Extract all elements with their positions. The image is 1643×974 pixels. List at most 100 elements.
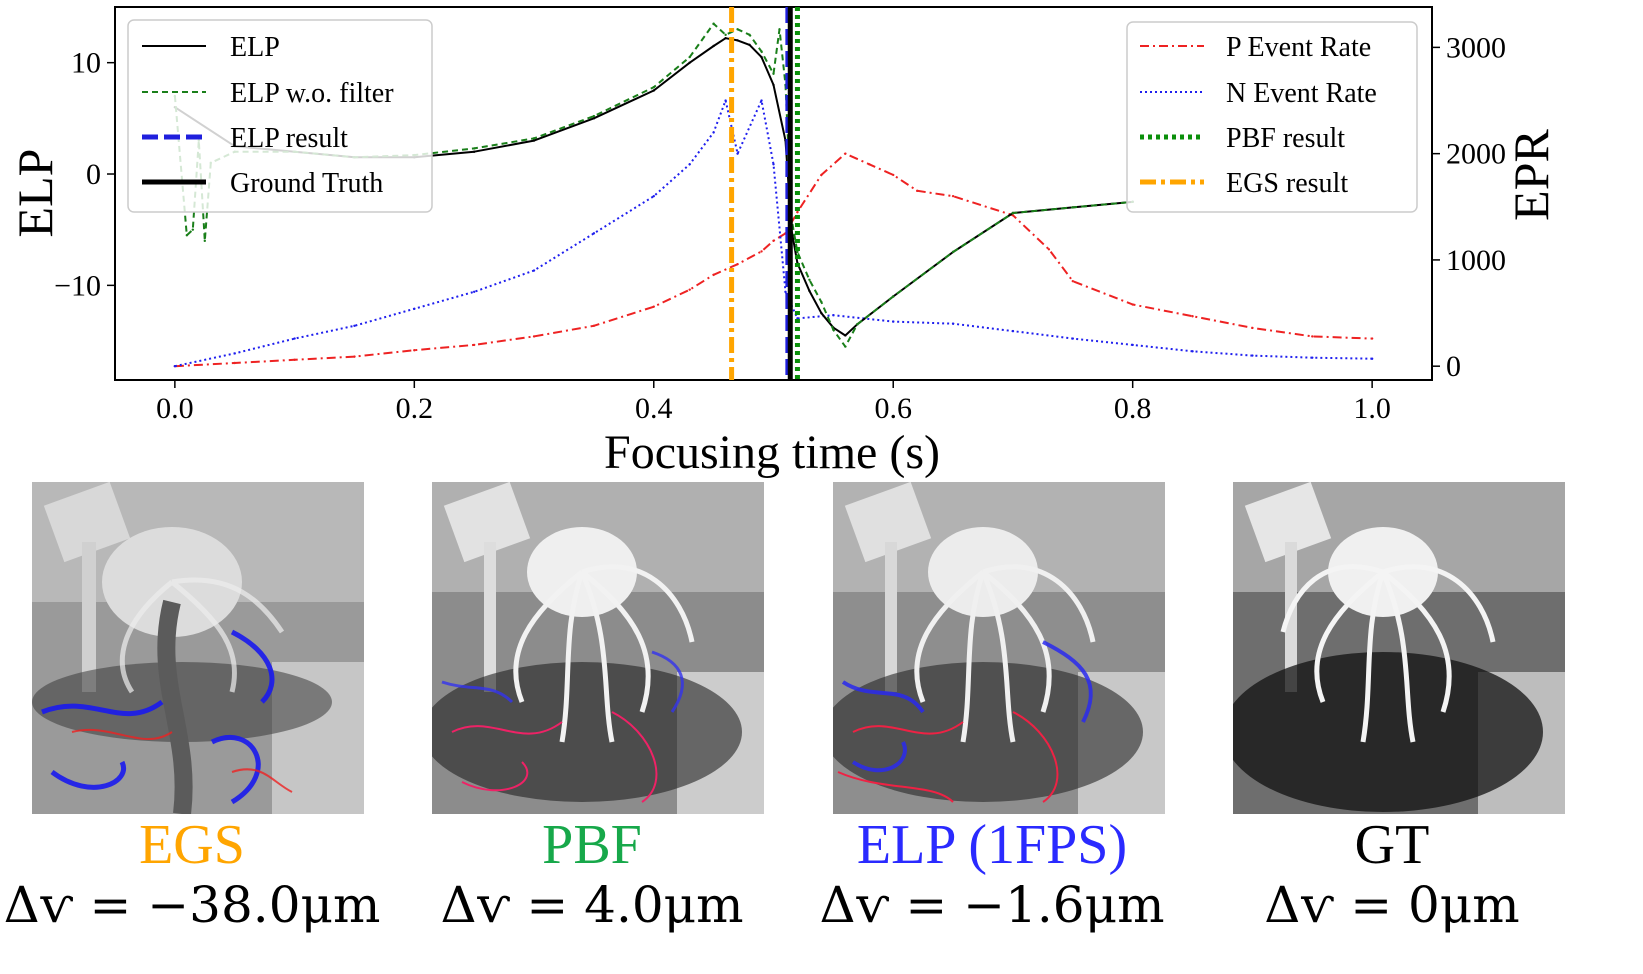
series-p-event-rate-point xyxy=(772,239,775,242)
series-elp-w-o-filter-point xyxy=(472,147,476,150)
series-elp-w-o-filter-point xyxy=(778,28,781,31)
series-p-event-rate-point xyxy=(796,210,799,214)
series-n-event-rate-point xyxy=(472,290,476,293)
series-elp-point xyxy=(592,117,596,120)
series-elp-w-o-filter-point xyxy=(760,50,763,53)
series-p-event-rate-point xyxy=(915,189,919,193)
series-n-event-rate-point xyxy=(796,317,799,320)
series-p-event-rate-point xyxy=(1311,335,1314,338)
series-elp-w-o-filter-point xyxy=(796,250,799,254)
legend-label-p-event-rate: P Event Rate xyxy=(1226,32,1371,63)
series-n-event-rate-point xyxy=(724,99,727,102)
y-left-tick-label: 10 xyxy=(71,47,101,80)
series-elp-point xyxy=(472,150,476,153)
legend-left: ELP ELP w.o. filter ELP result Ground Tr… xyxy=(127,19,433,213)
y-axis-left-label: ELP xyxy=(7,149,63,238)
series-p-event-rate-point xyxy=(844,152,847,155)
series-n-event-rate-point xyxy=(1011,329,1015,333)
series-p-event-rate-point xyxy=(532,335,536,338)
plot-frame xyxy=(114,6,1433,381)
series-elp-w-o-filter-point xyxy=(652,85,655,89)
series-n-event-rate-point xyxy=(1311,356,1314,359)
series-p-event-rate-point xyxy=(1071,279,1075,283)
series-elp-point xyxy=(772,83,775,87)
series-elp-point xyxy=(532,139,536,142)
series-elp-point xyxy=(748,43,751,47)
caption-delta-gt: Δѵ = 0μm xyxy=(1264,876,1520,934)
x-axis-label: Focusing time (s) xyxy=(604,426,940,479)
x-tick-label: 0.8 xyxy=(1114,392,1152,425)
legend-right-box xyxy=(1126,21,1418,213)
series-elp-w-o-filter-point xyxy=(1071,206,1075,209)
legend-label-egs-result: EGS result xyxy=(1226,168,1348,199)
series-n-event-rate-point xyxy=(832,313,835,317)
series-p-event-rate-point xyxy=(293,358,296,362)
series-n-event-rate-point xyxy=(772,163,775,166)
legend-label-n-event-rate: N Event Rate xyxy=(1226,78,1377,109)
series-p-event-rate-point xyxy=(353,355,356,358)
series-elp-point xyxy=(736,39,739,42)
series-elp-w-o-filter-point xyxy=(808,278,811,281)
series-n-event-rate-point xyxy=(892,320,895,323)
series-n-event-rate-point xyxy=(1370,357,1374,360)
series-elp-point xyxy=(712,44,715,48)
x-tick-label: 0.2 xyxy=(396,392,434,425)
y-right-tick-label: 3000 xyxy=(1446,31,1506,64)
egs-result-image xyxy=(32,482,364,814)
series-p-event-rate-point xyxy=(736,262,739,266)
series-elp-point xyxy=(688,61,691,64)
pbf-result-image xyxy=(432,482,764,814)
series-elp-w-o-filter-point xyxy=(772,72,775,76)
series-p-event-rate-point xyxy=(1011,214,1015,217)
series-elp-w-o-filter-point xyxy=(748,33,751,37)
caption-delta-elp: Δѵ = −1.6μm xyxy=(819,876,1165,934)
series-elp-w-o-filter-point xyxy=(191,228,195,231)
series-elp-w-o-filter-point xyxy=(688,55,691,59)
series-n-event-rate-point xyxy=(784,290,787,293)
series-p-event-rate-point xyxy=(1370,337,1374,340)
series-elp-point xyxy=(760,55,763,59)
series-n-event-rate-point xyxy=(293,337,296,340)
gt-flower-image xyxy=(1233,482,1565,814)
series-elp-w-o-filter-point xyxy=(736,28,739,31)
legend-label-elp: ELP xyxy=(230,32,280,63)
series-p-event-rate-point xyxy=(233,361,236,365)
series-p-event-rate-point xyxy=(592,324,596,328)
series-n-event-rate-point xyxy=(413,307,416,311)
series-n-event-rate-point xyxy=(1071,337,1075,340)
series-p-event-rate-point xyxy=(1131,303,1134,306)
series-p-event-rate-point xyxy=(472,343,476,347)
legend-label-ground-truth: Ground Truth xyxy=(230,168,383,199)
series-n-event-rate-point xyxy=(532,269,536,272)
caption-method-gt: GT xyxy=(1354,814,1430,876)
series-elp-w-o-filter-point xyxy=(592,114,596,118)
y-left-tick-label: −10 xyxy=(54,269,101,302)
elp-result-image xyxy=(833,482,1165,814)
y-axis-right-label: EPR xyxy=(1503,129,1559,221)
series-elp-point xyxy=(652,89,655,92)
series-p-event-rate-point xyxy=(820,173,823,177)
series-elp-w-o-filter-point xyxy=(820,300,823,304)
series-p-event-rate-point xyxy=(1251,326,1254,330)
series-n-event-rate-point xyxy=(233,352,236,355)
series-elp-point xyxy=(724,36,727,40)
series-p-event-rate-point xyxy=(712,273,715,276)
series-elp-w-o-filter-point xyxy=(844,345,847,348)
chart-marks xyxy=(173,7,1374,380)
series-n-event-rate-line xyxy=(174,99,1373,368)
series-p-event-rate-point xyxy=(652,305,655,308)
legend-right: P Event Rate N Event Rate PBF result EGS… xyxy=(1126,21,1418,213)
series-elp-w-o-filter-point xyxy=(951,250,955,254)
elp-epr-chart: 0.0 0.2 0.4 0.6 0.8 1.0 10 0 −10 3000 2000 1000 0 EL… xyxy=(7,6,1559,479)
legend-label-elp-result: ELP result xyxy=(230,123,348,154)
series-p-event-rate-point xyxy=(892,173,895,177)
series-n-event-rate-point xyxy=(652,194,655,198)
series-n-event-rate-point xyxy=(1251,354,1254,357)
caption-method-egs: EGS xyxy=(139,814,245,876)
x-tick-label: 0.4 xyxy=(635,392,673,425)
y-left-tick-label: 0 xyxy=(86,158,101,191)
x-tick-label: 0.6 xyxy=(874,392,912,425)
series-elp-w-o-filter-point xyxy=(712,22,715,25)
x-tick-label: 1.0 xyxy=(1353,392,1391,425)
legend-label-elp-wo-filter: ELP w.o. filter xyxy=(230,78,394,109)
